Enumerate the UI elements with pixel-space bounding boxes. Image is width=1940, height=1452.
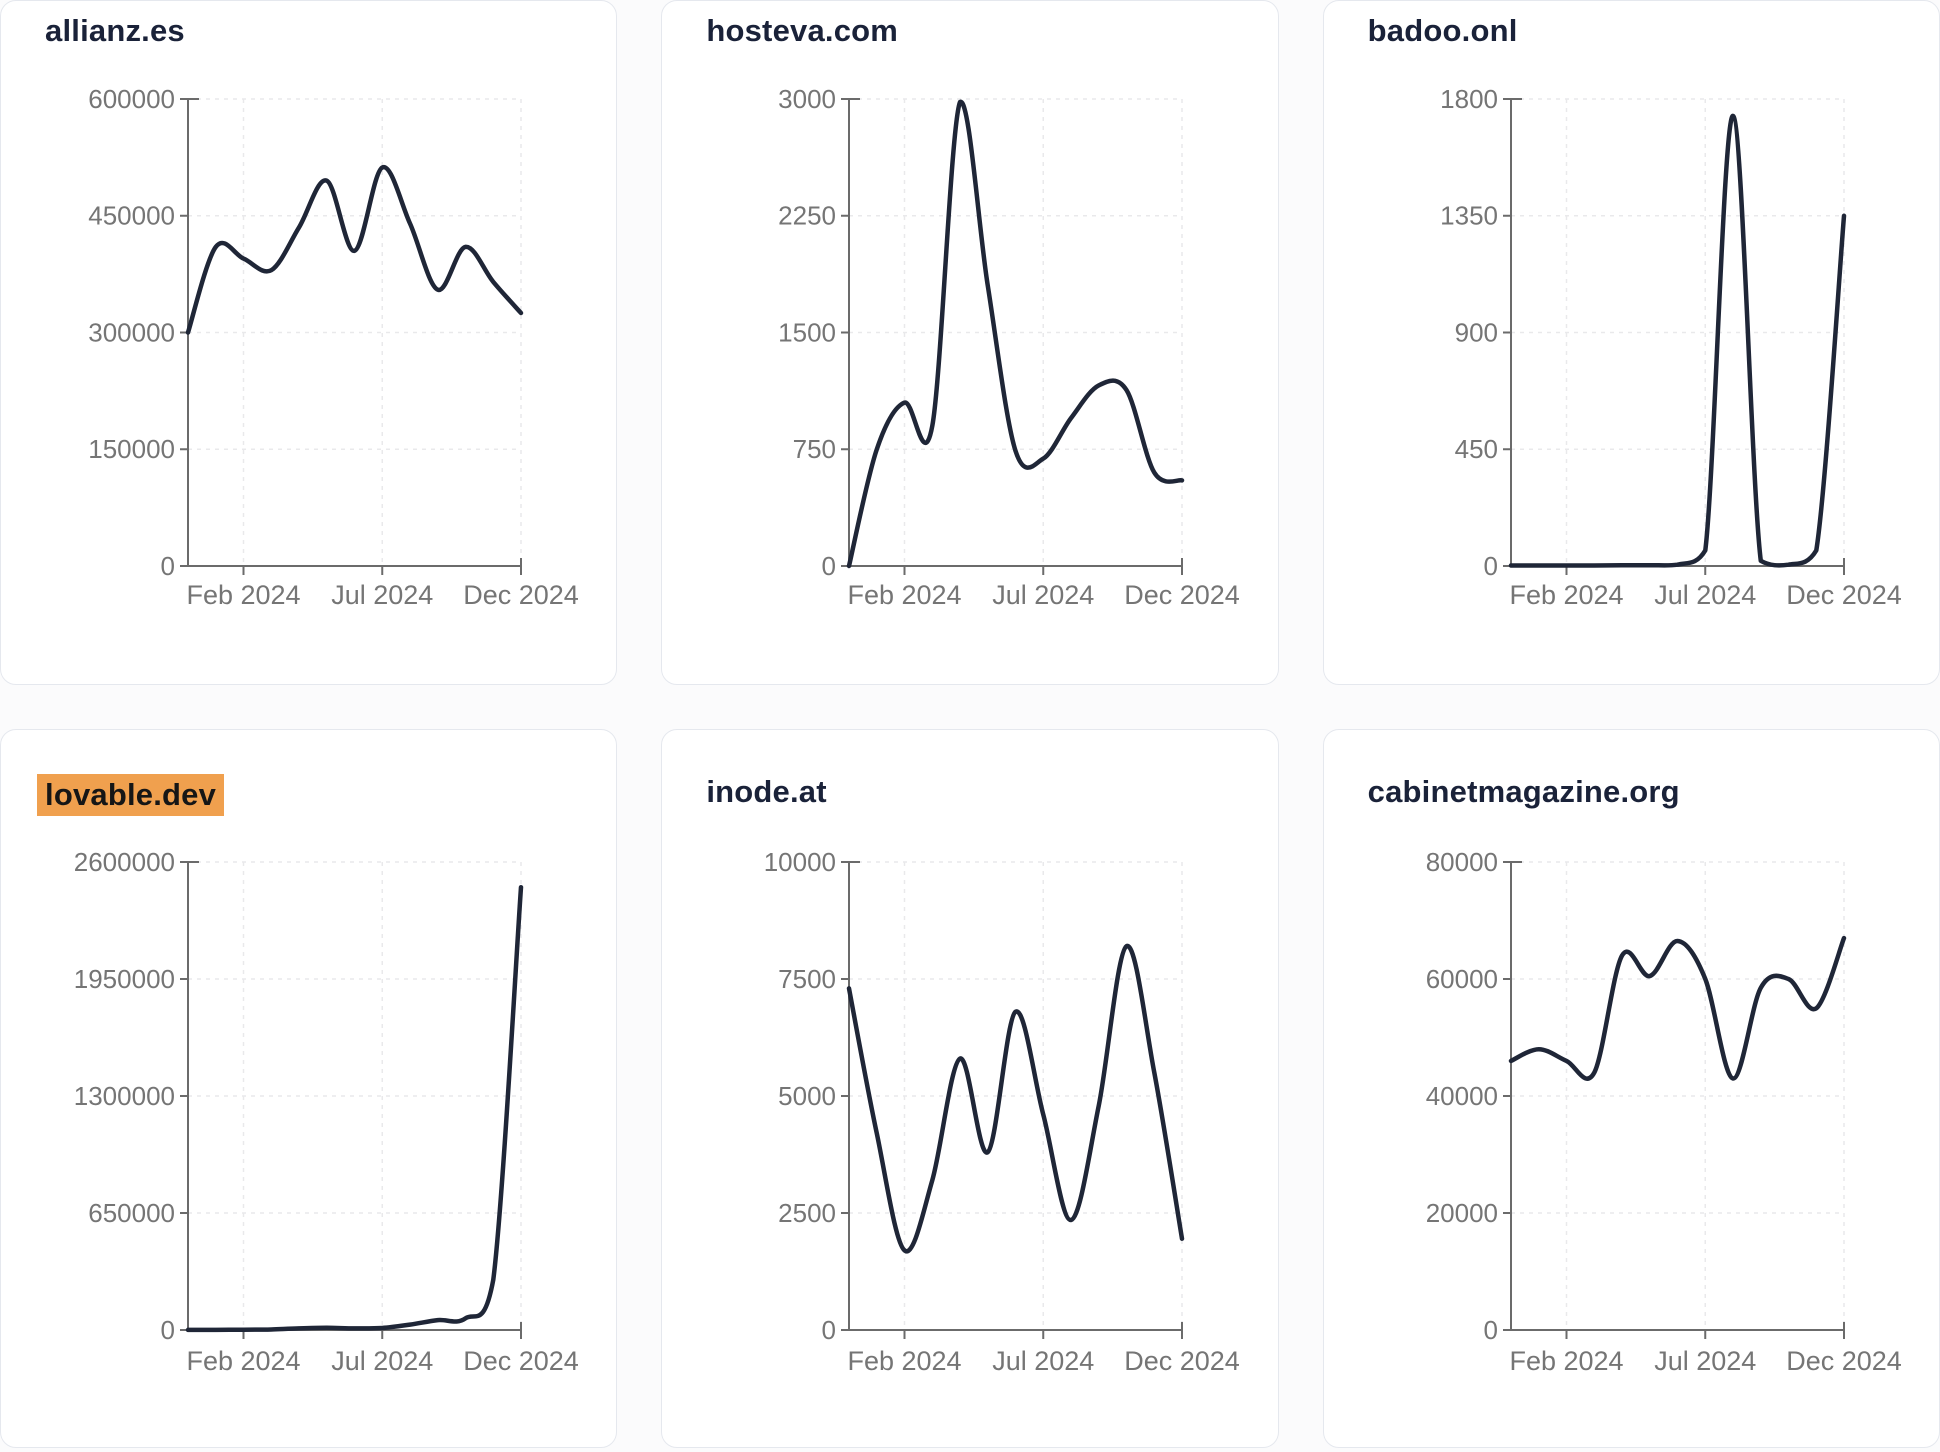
svg-text:Feb 2024: Feb 2024: [186, 580, 300, 610]
domain-label: cabinetmagazine.org: [1367, 774, 1680, 809]
chart-title: badoo.onl: [1368, 13, 1518, 49]
chart-title: cabinetmagazine.org: [1368, 774, 1680, 810]
svg-text:1300000: 1300000: [74, 1081, 175, 1111]
domain-label: hosteva.com: [706, 13, 899, 48]
chart-title: allianz.es: [45, 13, 185, 49]
svg-text:0: 0: [822, 551, 836, 581]
svg-text:0: 0: [1483, 551, 1497, 581]
domain-label: inode.at: [706, 774, 827, 809]
svg-text:Dec 2024: Dec 2024: [1786, 580, 1902, 610]
svg-text:60000: 60000: [1425, 964, 1497, 994]
domain-label: allianz.es: [45, 13, 185, 48]
svg-text:20000: 20000: [1425, 1198, 1497, 1228]
svg-text:7500: 7500: [778, 964, 836, 994]
svg-text:650000: 650000: [88, 1198, 175, 1228]
svg-text:750: 750: [793, 434, 836, 464]
svg-text:10000: 10000: [764, 847, 836, 877]
svg-text:300000: 300000: [88, 317, 175, 347]
domain-label: badoo.onl: [1367, 13, 1518, 48]
svg-text:Dec 2024: Dec 2024: [1125, 580, 1241, 610]
svg-text:450000: 450000: [88, 201, 175, 231]
chart-title: lovable.dev: [37, 774, 225, 816]
chart-card: inode.at 0 2500 5000 7500 10000 Feb 2024 Jul 2…: [661, 729, 1279, 1448]
svg-text:450: 450: [1454, 434, 1497, 464]
svg-text:0: 0: [161, 1315, 175, 1345]
chart-title: hosteva.com: [706, 13, 898, 49]
svg-text:2600000: 2600000: [74, 847, 175, 877]
svg-text:Dec 2024: Dec 2024: [463, 1346, 579, 1376]
svg-text:3000: 3000: [778, 84, 836, 114]
svg-text:0: 0: [822, 1315, 836, 1345]
svg-text:0: 0: [161, 551, 175, 581]
svg-text:Jul 2024: Jul 2024: [993, 1346, 1095, 1376]
line-chart: 0 450 900 1350 1800 Feb 2024 Jul 2024 Dec 2024: [1440, 84, 1902, 610]
chart-card: lovable.dev 0 650000 1300000 1950000 2600000…: [0, 729, 618, 1448]
svg-text:Feb 2024: Feb 2024: [186, 1346, 300, 1376]
svg-text:Feb 2024: Feb 2024: [848, 580, 962, 610]
svg-text:Feb 2024: Feb 2024: [1509, 1346, 1623, 1376]
svg-text:900: 900: [1454, 317, 1497, 347]
svg-text:Jul 2024: Jul 2024: [1654, 580, 1756, 610]
line-chart: 0 150000 300000 450000 600000 Feb 2024 Jul 202…: [88, 84, 579, 610]
line-chart: 0 20000 40000 60000 80000 Feb 2024 Jul 2024 Dec…: [1425, 847, 1902, 1376]
svg-text:2500: 2500: [778, 1198, 836, 1228]
svg-text:150000: 150000: [88, 434, 175, 464]
line-chart: 0 750 1500 2250 3000 Feb 2024 Jul 2024 Dec 2024: [778, 84, 1241, 610]
svg-text:Jul 2024: Jul 2024: [331, 1346, 433, 1376]
svg-text:1500: 1500: [778, 317, 836, 347]
svg-text:Dec 2024: Dec 2024: [1786, 1346, 1902, 1376]
svg-text:1800: 1800: [1440, 84, 1498, 114]
chart-card: badoo.onl 0 450 900 1350 1800 Feb 2024 Jul 202…: [1322, 0, 1940, 685]
svg-text:1350: 1350: [1440, 201, 1498, 231]
chart-card: cabinetmagazine.org 0 20000 40000 60000 8000…: [1322, 729, 1940, 1448]
svg-text:Feb 2024: Feb 2024: [1509, 580, 1623, 610]
chart-title: inode.at: [706, 774, 826, 810]
svg-text:Feb 2024: Feb 2024: [848, 1346, 962, 1376]
chart-card: allianz.es 0 150000 300000 450000 600000 Feb …: [0, 0, 618, 685]
svg-text:Jul 2024: Jul 2024: [993, 580, 1095, 610]
svg-text:40000: 40000: [1425, 1081, 1497, 1111]
domain-label: lovable.dev: [37, 774, 225, 816]
svg-text:600000: 600000: [88, 84, 175, 114]
svg-text:Jul 2024: Jul 2024: [1654, 1346, 1756, 1376]
line-chart: 0 650000 1300000 1950000 2600000 Feb 2024 Jul …: [74, 847, 579, 1376]
svg-text:Dec 2024: Dec 2024: [463, 580, 579, 610]
svg-text:Dec 2024: Dec 2024: [1125, 1346, 1241, 1376]
svg-text:80000: 80000: [1425, 847, 1497, 877]
svg-text:0: 0: [1483, 1315, 1497, 1345]
line-chart: 0 2500 5000 7500 10000 Feb 2024 Jul 2024 Dec 20…: [764, 847, 1241, 1376]
svg-text:5000: 5000: [778, 1081, 836, 1111]
svg-text:1950000: 1950000: [74, 964, 175, 994]
svg-text:2250: 2250: [778, 201, 836, 231]
chart-card: hosteva.com 0 750 1500 2250 3000 Feb 2024 Jul …: [661, 0, 1279, 685]
svg-text:Jul 2024: Jul 2024: [331, 580, 433, 610]
